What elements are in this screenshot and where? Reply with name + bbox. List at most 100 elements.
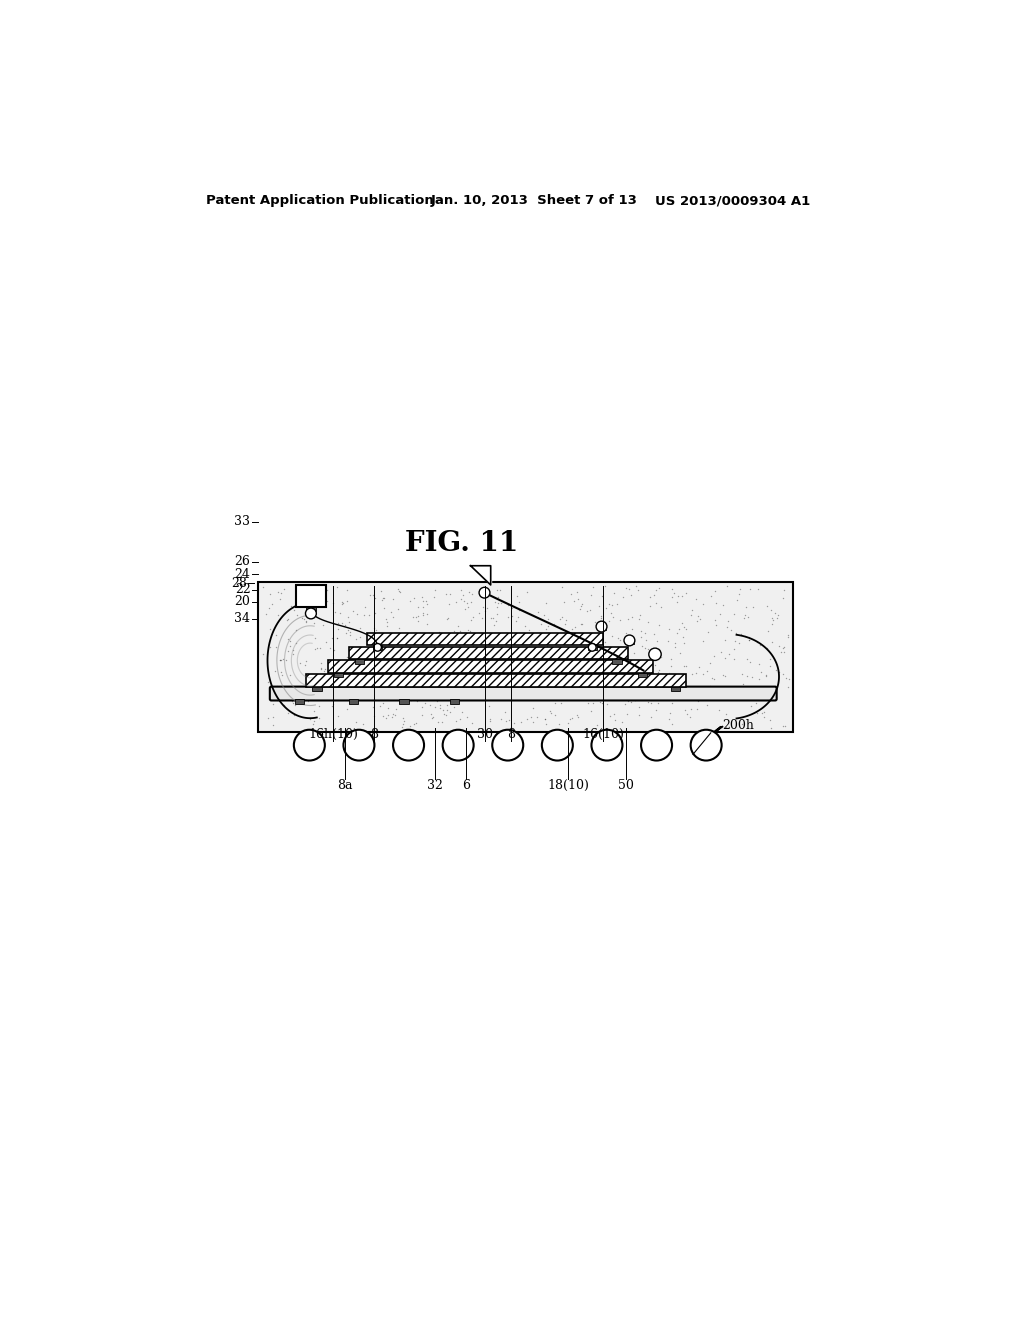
Point [570, 706, 587, 727]
Point [592, 676, 608, 697]
Point [640, 639, 656, 660]
Point [365, 696, 381, 717]
Point [381, 682, 397, 704]
Point [301, 709, 317, 730]
Point [628, 659, 644, 680]
Point [594, 693, 610, 714]
Point [738, 665, 755, 686]
Point [743, 667, 760, 688]
Point [723, 686, 739, 708]
Text: 28: 28 [230, 577, 247, 590]
Point [430, 711, 446, 733]
Point [315, 595, 332, 616]
Point [717, 630, 733, 651]
Point [440, 607, 457, 628]
Text: 6: 6 [462, 779, 470, 792]
Point [261, 618, 278, 639]
Point [759, 638, 775, 659]
Point [410, 690, 426, 711]
Point [614, 677, 631, 698]
Point [623, 692, 639, 713]
Point [585, 693, 601, 714]
Point [309, 668, 326, 689]
Point [422, 694, 438, 715]
Point [764, 609, 780, 630]
Point [557, 667, 573, 688]
Point [282, 631, 298, 652]
Bar [671, 686, 680, 692]
Point [333, 655, 349, 676]
Circle shape [592, 730, 623, 760]
Point [627, 680, 643, 701]
Circle shape [624, 635, 635, 645]
Point [701, 653, 718, 675]
Point [585, 576, 601, 597]
Point [684, 676, 700, 697]
Point [603, 602, 620, 623]
Point [516, 615, 532, 636]
Point [367, 587, 383, 609]
Point [647, 655, 664, 676]
Point [736, 607, 753, 628]
Point [426, 635, 442, 656]
Point [688, 589, 705, 610]
Point [618, 578, 635, 599]
Point [400, 682, 417, 704]
Point [313, 653, 330, 675]
Point [719, 616, 735, 638]
Point [390, 599, 407, 620]
Bar [597, 627, 606, 630]
Point [323, 638, 339, 659]
Point [477, 677, 494, 698]
Point [340, 619, 356, 640]
Point [270, 605, 287, 626]
Point [713, 717, 729, 738]
Point [497, 701, 513, 722]
Point [684, 599, 700, 620]
Point [490, 631, 507, 652]
Point [306, 627, 323, 648]
Point [334, 591, 350, 612]
Point [621, 609, 637, 630]
Point [580, 693, 596, 714]
Point [436, 704, 453, 725]
Point [338, 672, 354, 693]
Point [460, 597, 476, 618]
Point [679, 704, 695, 725]
Point [706, 669, 722, 690]
Point [294, 607, 310, 628]
Circle shape [641, 730, 672, 760]
Point [296, 609, 312, 630]
Point [578, 651, 594, 672]
Point [375, 706, 391, 727]
Point [637, 623, 653, 644]
Point [603, 626, 620, 647]
Point [406, 607, 422, 628]
Point [627, 689, 643, 710]
Point [566, 590, 583, 611]
Point [375, 693, 391, 714]
Point [367, 705, 383, 726]
Point [753, 661, 769, 682]
Point [616, 651, 633, 672]
Point [451, 642, 467, 663]
Point [395, 714, 412, 735]
Point [735, 673, 752, 694]
Point [583, 585, 599, 606]
Point [707, 581, 723, 602]
Point [329, 577, 345, 598]
Point [597, 576, 613, 597]
Point [337, 672, 353, 693]
Point [537, 605, 553, 626]
Point [543, 702, 559, 723]
Text: 24: 24 [234, 568, 251, 581]
Point [254, 576, 270, 597]
Point [570, 589, 587, 610]
Point [443, 642, 460, 663]
Point [334, 675, 350, 696]
Point [365, 630, 381, 651]
Point [281, 609, 297, 630]
Point [660, 619, 677, 640]
Point [385, 589, 401, 610]
Point [601, 611, 617, 632]
